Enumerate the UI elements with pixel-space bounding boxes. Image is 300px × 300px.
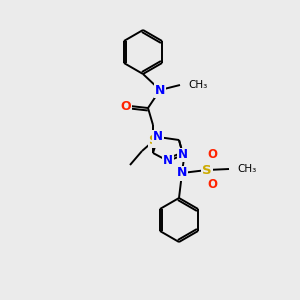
Text: N: N: [163, 154, 173, 167]
Text: N: N: [155, 83, 165, 97]
Text: O: O: [207, 178, 217, 190]
Text: CH₃: CH₃: [188, 80, 207, 90]
Text: CH₃: CH₃: [237, 164, 256, 174]
Text: O: O: [207, 148, 217, 161]
Text: O: O: [121, 100, 131, 112]
Text: N: N: [153, 130, 163, 143]
Text: S: S: [202, 164, 212, 176]
Text: S: S: [148, 134, 158, 146]
Text: N: N: [178, 148, 188, 161]
Text: N: N: [177, 167, 187, 179]
